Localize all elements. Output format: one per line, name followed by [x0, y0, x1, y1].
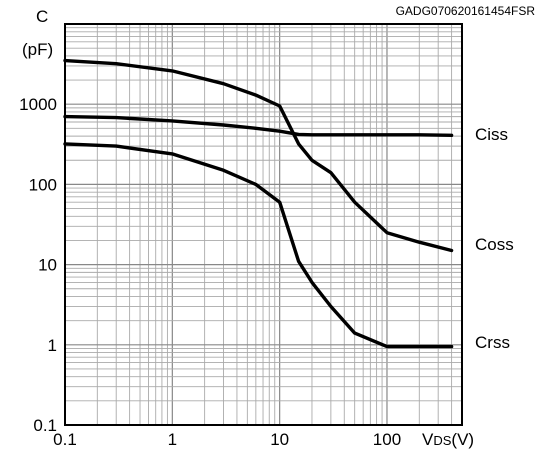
x-tick-label: 0.1: [53, 430, 77, 449]
chart-tick-labels: 0.1 1 10 100 0.1 1 10 100 1000: [19, 95, 401, 449]
series-line-coss: [63, 114, 454, 137]
x-axis-label-unit: (V): [451, 430, 474, 449]
series-label-ciss: Ciss: [475, 125, 508, 144]
y-tick-label: 10: [38, 256, 57, 275]
series-label-coss: Coss: [475, 235, 514, 254]
series-label-crss: Crss: [475, 333, 510, 352]
y-tick-label: 0.1: [33, 416, 57, 435]
x-axis-label-main: V: [422, 430, 434, 449]
series-line-crss: [63, 142, 454, 349]
y-axis-label-line1: C: [36, 7, 48, 26]
x-tick-label: 100: [373, 430, 401, 449]
y-axis-label-line2: (pF): [22, 40, 53, 59]
y-tick-label: 100: [29, 175, 57, 194]
plot-frame: [64, 23, 463, 426]
x-axis-label: VDS(V): [422, 430, 474, 449]
chart-series: [63, 58, 454, 349]
x-tick-label: 10: [270, 430, 289, 449]
y-tick-label: 1: [48, 336, 57, 355]
chart-grid: [64, 23, 463, 426]
x-tick-label: 1: [168, 430, 177, 449]
x-axis-label-sub: DS: [433, 433, 451, 448]
figure-code: GADG070620161454FSR: [396, 4, 536, 18]
chart-series-labels: Ciss Coss Crss: [475, 125, 514, 352]
y-tick-label: 1000: [19, 95, 57, 114]
series-line-ciss: [63, 58, 454, 253]
